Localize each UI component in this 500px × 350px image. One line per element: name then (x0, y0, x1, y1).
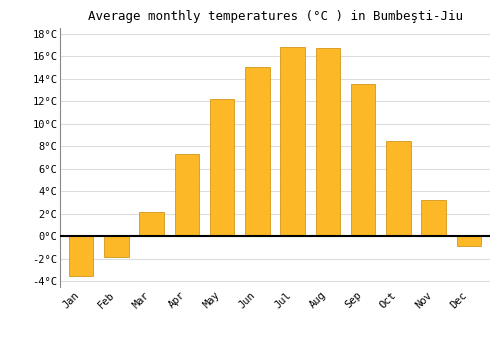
Bar (316, 48, 340, 236)
Bar (351, 84, 376, 236)
Bar (104, 236, 128, 257)
Bar (69, 236, 94, 276)
Bar (456, 236, 481, 246)
Bar (422, 200, 446, 236)
Bar (245, 68, 270, 236)
Title: Average monthly temperatures (°C ) in Bumbeşti-Jiu: Average monthly temperatures (°C ) in Bu… (88, 10, 462, 23)
Bar (386, 141, 410, 236)
Bar (140, 211, 164, 236)
Bar (280, 47, 305, 236)
Bar (210, 99, 234, 236)
Bar (174, 154, 199, 236)
